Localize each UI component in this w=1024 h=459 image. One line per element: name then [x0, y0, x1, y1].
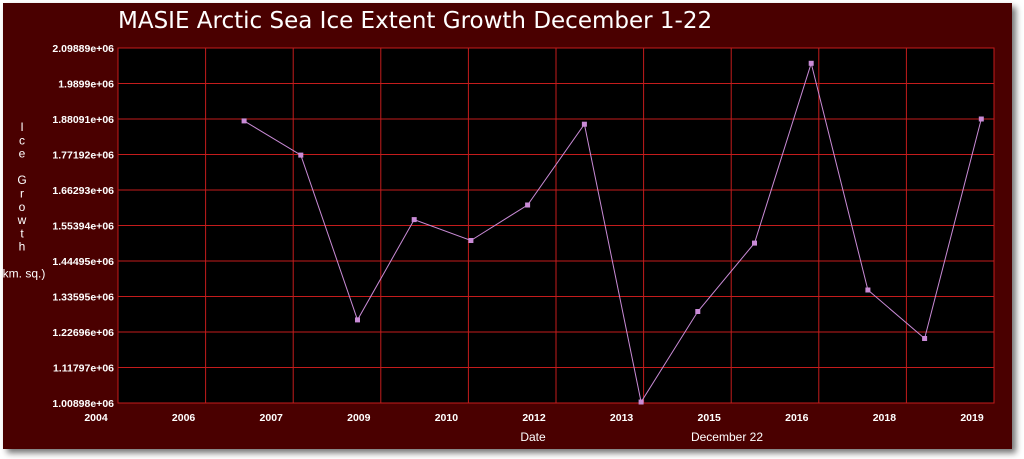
x-tick-label: 2009 — [347, 412, 371, 424]
data-point — [241, 118, 247, 124]
data-point — [581, 121, 587, 127]
x-axis-label: Date — [520, 430, 546, 444]
x-tick-label: 2012 — [522, 412, 546, 424]
y-tick-label: 1.88091e+06 — [52, 114, 114, 126]
y-axis-label-char: (km. sq.) — [0, 266, 45, 280]
y-tick-label: 1.44495e+06 — [52, 256, 114, 268]
series — [241, 60, 984, 405]
chart-title: MASIE Arctic Sea Ice Extent Growth Decem… — [118, 8, 713, 34]
y-tick-label: 1.11797e+06 — [53, 363, 114, 375]
x-tick-label: 2018 — [873, 412, 897, 424]
x-tick-label: 2013 — [610, 412, 634, 424]
y-tick-label: 1.55394e+06 — [52, 221, 114, 233]
y-axis-ticks: 1.00898e+06 1.11797e+06 1.22696e+06 1.33595… — [52, 43, 114, 410]
y-tick-label: 1.00898e+06 — [52, 398, 114, 410]
data-point — [695, 309, 701, 314]
y-axis-label-char: o — [19, 200, 26, 214]
y-tick-label: 1.66293e+06 — [52, 185, 114, 197]
data-point — [298, 152, 304, 158]
y-axis-label-char: e — [19, 147, 26, 161]
x-axis-ticks: 2004 2006 2007 2009 2010 2012 2013 2015 2016 2018… — [84, 412, 984, 424]
data-point — [411, 217, 417, 223]
y-axis-label-char: c — [19, 133, 25, 147]
x-axis-sublabel: December 22 — [691, 430, 763, 444]
data-point — [752, 240, 757, 246]
y-tick-label: 1.33595e+06 — [52, 292, 114, 304]
y-axis-label-char: t — [20, 226, 24, 240]
y-tick-label: 1.9899e+06 — [58, 79, 114, 91]
data-point — [865, 287, 871, 293]
x-tick-label: 2007 — [260, 412, 284, 424]
y-axis-label-char: I — [20, 120, 23, 134]
data-point — [355, 317, 360, 323]
grid — [117, 47, 995, 404]
x-tick-label: 2015 — [698, 412, 722, 424]
y-axis-label-char: w — [17, 213, 27, 227]
data-point — [922, 336, 928, 341]
y-axis-label-char: r — [20, 187, 24, 201]
data-point — [638, 399, 644, 405]
y-axis-label-char: G — [17, 173, 26, 187]
data-point — [808, 60, 814, 66]
series-line — [243, 61, 982, 404]
x-tick-label: 2019 — [960, 412, 984, 424]
x-tick-label: 2016 — [785, 412, 809, 424]
y-tick-label: 1.22696e+06 — [52, 327, 114, 339]
data-point — [525, 202, 531, 208]
x-tick-label: 2010 — [435, 412, 459, 424]
y-tick-label: 1.77192e+06 — [52, 150, 114, 162]
data-point — [468, 238, 474, 243]
plot-border — [117, 47, 995, 404]
x-tick-label: 2004 — [84, 412, 108, 424]
y-tick-label: 2.09889e+06 — [52, 43, 114, 55]
data-point — [978, 116, 984, 122]
x-tick-label: 2006 — [172, 412, 196, 424]
y-axis-label-char: h — [19, 240, 26, 254]
